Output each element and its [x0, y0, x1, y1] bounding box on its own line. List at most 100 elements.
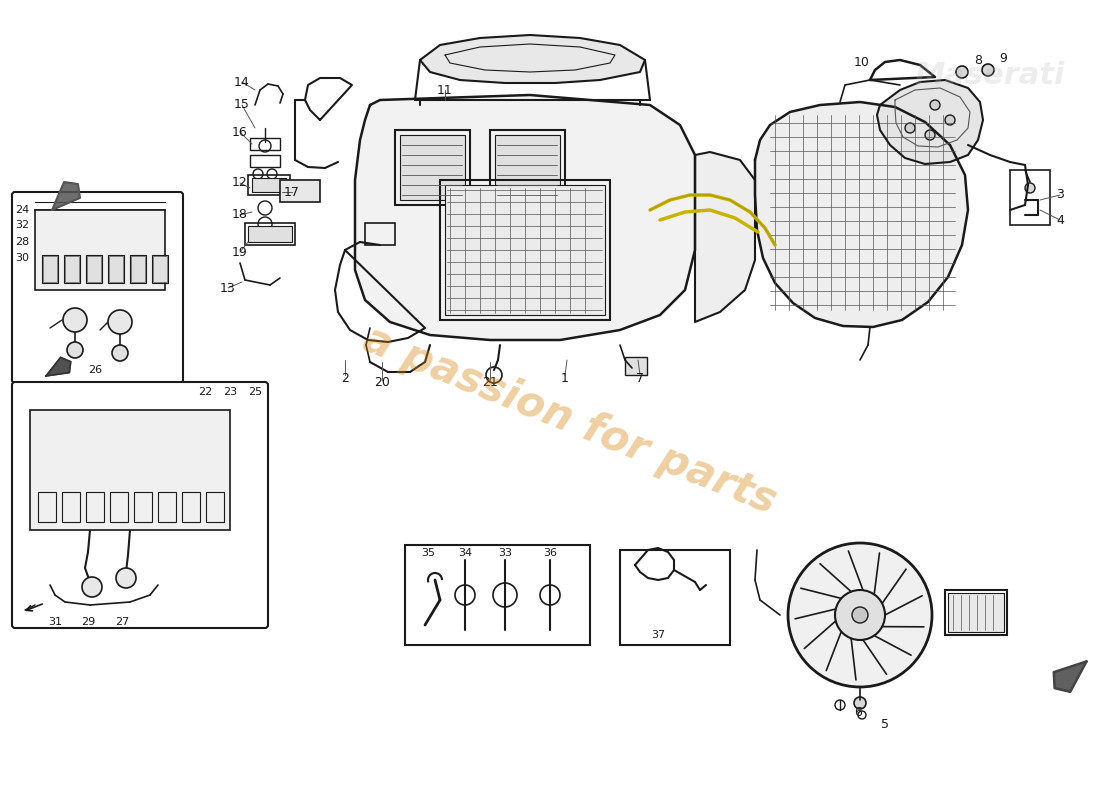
Circle shape: [1025, 183, 1035, 193]
Bar: [65, 256, 79, 282]
Text: 31: 31: [48, 617, 62, 627]
Text: 3: 3: [1056, 189, 1064, 202]
Polygon shape: [355, 95, 695, 340]
Bar: [245, 223, 295, 245]
Bar: [182, 492, 200, 522]
Polygon shape: [420, 35, 645, 83]
Circle shape: [982, 64, 994, 76]
Bar: [250, 138, 280, 150]
Circle shape: [854, 697, 866, 709]
Bar: [395, 130, 470, 205]
Text: a passion for parts: a passion for parts: [358, 318, 783, 522]
Text: 33: 33: [498, 548, 512, 558]
Circle shape: [112, 345, 128, 361]
Circle shape: [925, 130, 935, 140]
Circle shape: [956, 66, 968, 78]
Bar: [206, 492, 224, 522]
Bar: [39, 492, 56, 522]
Text: 28: 28: [15, 237, 29, 247]
Text: 13: 13: [220, 282, 235, 294]
Bar: [109, 256, 123, 282]
Bar: [945, 590, 1006, 635]
Bar: [495, 135, 560, 200]
Text: 10: 10: [854, 55, 870, 69]
Text: 9: 9: [999, 51, 1007, 65]
Bar: [158, 492, 176, 522]
Circle shape: [945, 115, 955, 125]
Text: 5: 5: [881, 718, 889, 731]
Text: 35: 35: [421, 548, 434, 558]
Text: 29: 29: [81, 617, 95, 627]
Text: 15: 15: [234, 98, 250, 111]
Bar: [64, 255, 80, 283]
Bar: [400, 135, 465, 200]
Circle shape: [835, 590, 886, 640]
Bar: [130, 255, 146, 283]
Text: 20: 20: [374, 375, 389, 389]
Text: 12: 12: [232, 177, 248, 190]
Text: 25: 25: [248, 387, 262, 397]
Circle shape: [108, 310, 132, 334]
Text: 14: 14: [234, 75, 250, 89]
Bar: [252, 178, 286, 192]
Bar: [280, 180, 320, 202]
Polygon shape: [46, 358, 70, 376]
Text: 1: 1: [561, 371, 569, 385]
Bar: [62, 492, 80, 522]
Circle shape: [788, 543, 932, 687]
Text: 11: 11: [437, 83, 453, 97]
Bar: [86, 492, 104, 522]
Text: 22: 22: [198, 387, 212, 397]
Text: 16: 16: [232, 126, 248, 138]
Bar: [446, 185, 605, 315]
Text: 6: 6: [854, 706, 862, 718]
Polygon shape: [755, 102, 968, 327]
Text: 18: 18: [232, 209, 248, 222]
Circle shape: [67, 342, 82, 358]
Text: 21: 21: [482, 375, 498, 389]
Circle shape: [63, 308, 87, 332]
Text: 27: 27: [114, 617, 129, 627]
Polygon shape: [877, 80, 983, 164]
Text: 7: 7: [636, 371, 644, 385]
Bar: [440, 180, 610, 320]
FancyBboxPatch shape: [12, 382, 268, 628]
Bar: [250, 155, 280, 167]
Polygon shape: [1054, 662, 1087, 692]
Bar: [86, 255, 102, 283]
Text: 24: 24: [15, 205, 29, 215]
Text: 32: 32: [15, 220, 29, 230]
Text: 17: 17: [284, 186, 300, 198]
Text: 26: 26: [88, 365, 102, 375]
Bar: [620, 550, 730, 645]
Bar: [152, 255, 168, 283]
Bar: [108, 255, 124, 283]
Bar: [153, 256, 167, 282]
Circle shape: [852, 607, 868, 623]
Polygon shape: [695, 152, 755, 322]
Bar: [248, 226, 292, 242]
FancyBboxPatch shape: [12, 192, 183, 383]
Text: 36: 36: [543, 548, 557, 558]
Text: 23: 23: [223, 387, 238, 397]
Circle shape: [930, 100, 940, 110]
Bar: [248, 175, 290, 195]
Text: 19: 19: [232, 246, 248, 258]
Bar: [625, 357, 647, 375]
Bar: [948, 593, 1004, 632]
Text: 34: 34: [458, 548, 472, 558]
Bar: [131, 256, 145, 282]
Polygon shape: [52, 182, 80, 210]
Circle shape: [116, 568, 136, 588]
Text: 8: 8: [974, 54, 982, 66]
Bar: [405, 545, 590, 645]
Bar: [1010, 170, 1050, 225]
Bar: [35, 210, 165, 290]
Bar: [43, 256, 57, 282]
Bar: [490, 130, 565, 205]
Bar: [30, 410, 230, 530]
Text: 2: 2: [341, 371, 349, 385]
Bar: [87, 256, 101, 282]
Text: 4: 4: [1056, 214, 1064, 226]
Text: Maserati: Maserati: [915, 61, 1065, 90]
